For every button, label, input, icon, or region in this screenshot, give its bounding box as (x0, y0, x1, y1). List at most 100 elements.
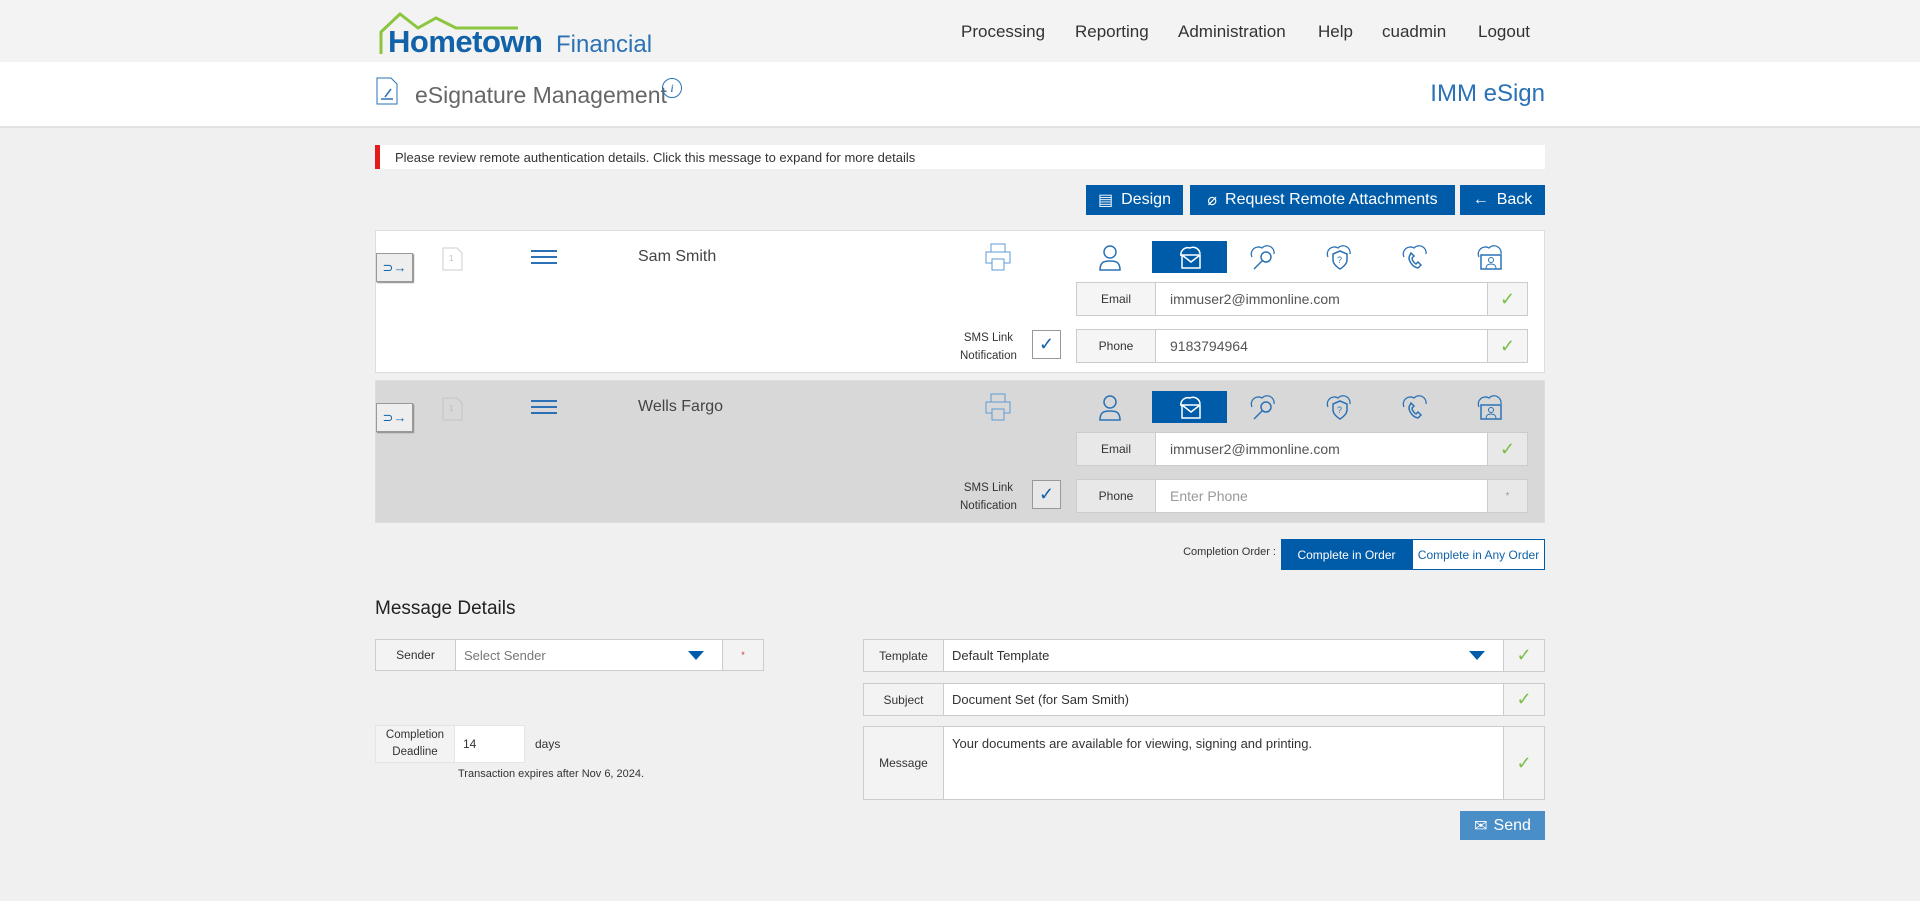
product-name: IMM eSign (1430, 80, 1545, 107)
deadline-label-line2: Deadline (392, 746, 438, 758)
email-input[interactable]: immuser2@immonline.com (1156, 433, 1487, 465)
sender-select[interactable]: Select Sender (456, 640, 723, 670)
back-label: Back (1496, 191, 1533, 208)
deadline-label: Completion Deadline (376, 726, 455, 762)
sms-notification-label: SMS Link Notification (960, 479, 1017, 515)
sms-label-line1: SMS Link (963, 332, 1014, 344)
alert-message[interactable]: Please review remote authentication deta… (375, 145, 1545, 169)
message-details-heading: Message Details (375, 598, 516, 619)
arrow-left-icon: ← (1472, 191, 1489, 208)
message-field: Message Your documents are available for… (863, 726, 1545, 800)
required-indicator: * (1487, 480, 1527, 512)
auth-email-icon[interactable] (1152, 241, 1227, 273)
auth-phone-icon[interactable] (1377, 391, 1452, 423)
auth-none-person-icon[interactable] (1072, 241, 1147, 273)
auth-id-verification-icon[interactable] (1452, 391, 1527, 423)
auth-access-code-key-icon[interactable] (1225, 241, 1300, 273)
auth-none-person-icon[interactable] (1072, 391, 1147, 423)
checkmark-icon: ✓ (1487, 330, 1527, 362)
document-page-icon: 1 (442, 245, 464, 276)
checkmark-icon: ✓ (1503, 640, 1544, 671)
auth-phone-icon[interactable] (1377, 241, 1452, 273)
phone-input-placeholder[interactable]: Enter Phone (1156, 480, 1487, 512)
deadline-field: Completion Deadline 14 (375, 725, 525, 763)
phone-field: Phone 9183794964 ✓ (1076, 329, 1528, 363)
sms-notification-checkbox[interactable]: ✓ (1032, 480, 1061, 509)
sms-label-line2: Notification (960, 350, 1017, 362)
logo-house-icon (378, 10, 528, 61)
sms-notification-label: SMS Link Notification (960, 329, 1017, 365)
svg-text:?: ? (1337, 255, 1342, 265)
complete-in-order-button[interactable]: Complete in Order (1281, 539, 1412, 570)
auth-kba-shield-icon[interactable]: ? (1301, 241, 1376, 273)
days-label: days (535, 737, 561, 751)
deadline-input[interactable]: 14 (463, 737, 477, 751)
subject-input[interactable]: Document Set (for Sam Smith) (952, 692, 1129, 707)
complete-in-any-order-button[interactable]: Complete in Any Order (1412, 539, 1545, 570)
email-input[interactable]: immuser2@immonline.com (1156, 283, 1487, 315)
email-label: Email (1077, 433, 1156, 465)
chevron-down-icon (688, 650, 704, 660)
checkmark-icon: ✓ (1503, 684, 1544, 715)
phone-input[interactable]: 9183794964 (1156, 330, 1487, 362)
info-icon[interactable]: i (662, 78, 682, 98)
send-label: Send (1493, 816, 1531, 834)
chevron-down-icon (1469, 651, 1485, 660)
printer-icon[interactable] (984, 392, 1012, 427)
checkmark-icon: ✓ (1503, 727, 1544, 799)
sender-field: Sender Select Sender * (375, 639, 764, 671)
nav-logout[interactable]: Logout (1478, 22, 1530, 41)
list-document-icon: ▤ (1098, 192, 1114, 209)
logo-subtext: Financial (556, 31, 653, 58)
sms-label-line1: SMS Link (963, 482, 1014, 494)
menu-icon[interactable] (531, 399, 557, 420)
document-page-icon: 1 (442, 395, 464, 426)
send-button[interactable]: ✉ Send (1460, 811, 1545, 840)
subject-field: Subject Document Set (for Sam Smith) ✓ (863, 683, 1545, 716)
email-field: Email immuser2@immonline.com ✓ (1076, 282, 1528, 316)
signer-name: Sam Smith (638, 248, 717, 265)
template-field: Template Default Template ✓ (863, 639, 1545, 672)
design-label: Design (1121, 191, 1171, 208)
sender-label: Sender (376, 640, 456, 670)
phone-field: Phone Enter Phone * (1076, 479, 1528, 513)
message-textarea[interactable]: Your documents are available for viewing… (952, 736, 1313, 751)
email-field: Email immuser2@immonline.com ✓ (1076, 432, 1528, 466)
back-button[interactable]: ← Back (1460, 185, 1545, 215)
page-header (0, 62, 1920, 128)
request-remote-attachments-button[interactable]: ⌀ Request Remote Attachments (1190, 185, 1455, 215)
design-button[interactable]: ▤ Design (1086, 185, 1183, 215)
phone-label: Phone (1077, 480, 1156, 512)
required-indicator: * (723, 640, 763, 670)
auth-access-code-key-icon[interactable] (1225, 391, 1300, 423)
printer-icon[interactable] (984, 242, 1012, 277)
template-label: Template (864, 640, 944, 671)
logo-text: Hometown (388, 24, 543, 59)
sms-notification-checkbox[interactable]: ✓ (1032, 330, 1061, 359)
email-label: Email (1077, 283, 1156, 315)
nav-administration[interactable]: Administration (1178, 22, 1286, 41)
phone-label: Phone (1077, 330, 1156, 362)
auth-id-verification-icon[interactable] (1452, 241, 1527, 273)
svg-text:?: ? (1337, 405, 1342, 415)
auth-email-icon[interactable] (1152, 391, 1227, 423)
move-signer-button[interactable]: ⊃→ (376, 253, 413, 282)
paperclip-icon: ⌀ (1207, 192, 1218, 209)
nav-user[interactable]: cuadmin (1382, 22, 1447, 41)
checkmark-icon: ✓ (1487, 433, 1527, 465)
menu-icon[interactable] (531, 249, 557, 270)
subject-label: Subject (864, 684, 944, 715)
sms-label-line2: Notification (960, 500, 1017, 512)
esign-document-icon (376, 77, 398, 110)
checkmark-icon: ✓ (1487, 283, 1527, 315)
template-select[interactable]: Default Template (944, 640, 1503, 671)
nav-processing[interactable]: Processing (961, 22, 1046, 41)
auth-kba-shield-icon[interactable]: ? (1301, 391, 1376, 423)
template-value: Default Template (952, 648, 1050, 663)
sender-placeholder: Select Sender (464, 647, 546, 663)
nav-help[interactable]: Help (1318, 22, 1353, 41)
nav-reporting[interactable]: Reporting (1075, 22, 1149, 41)
message-label: Message (864, 727, 944, 799)
completion-order-label: Completion Order : (1183, 546, 1276, 558)
move-signer-button[interactable]: ⊃→ (376, 403, 413, 432)
